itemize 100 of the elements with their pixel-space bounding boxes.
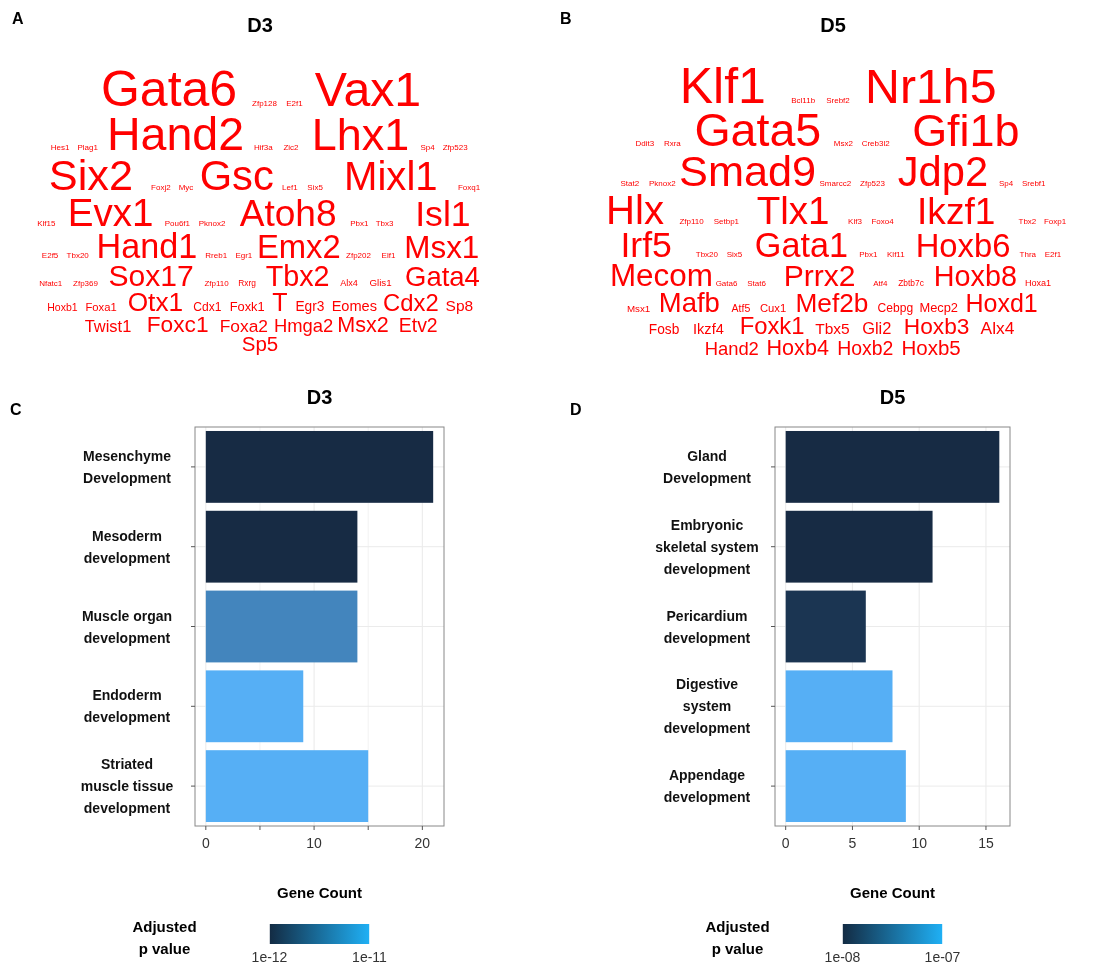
text: Zfp110	[204, 279, 230, 289]
text: Egr1	[235, 250, 253, 260]
color-bar-label: 1e-07	[924, 949, 961, 965]
color-bar-label: 1e-12	[251, 949, 288, 965]
chart-title: D3	[306, 386, 333, 408]
text: Klf3	[848, 216, 863, 226]
text: Tbx20	[695, 249, 719, 259]
text: Stat6	[747, 279, 767, 289]
text: Hand2	[704, 337, 759, 359]
bar	[205, 670, 304, 743]
text: Elf1	[381, 250, 396, 260]
text: Eomes	[331, 297, 378, 314]
text: E2f1	[1044, 249, 1062, 259]
text: Atf5	[731, 302, 751, 315]
text: Zfp523	[860, 179, 886, 189]
text: Lef1	[282, 182, 299, 192]
bar	[785, 510, 933, 583]
text: Hoxb1	[47, 300, 78, 313]
text: Rxrg	[238, 278, 257, 289]
text: Zfp369	[73, 279, 99, 289]
text: Thra	[1019, 249, 1037, 259]
x-axis-title: Gene Count	[277, 884, 362, 901]
text: Zfp202	[346, 250, 372, 260]
bar	[205, 590, 358, 663]
text: Creb3l2	[861, 139, 891, 149]
bar	[205, 430, 434, 503]
text: Foxq1	[457, 182, 481, 192]
text: Bcl11b	[791, 95, 816, 105]
text: Zic2	[283, 142, 300, 152]
text: Setbp1	[713, 216, 740, 226]
text: Msx2	[833, 139, 854, 149]
bar	[205, 750, 369, 823]
text: Plag1	[77, 142, 99, 152]
text: Sp4	[999, 179, 1014, 189]
text: Fosb	[648, 322, 680, 338]
text: Hoxa1	[1024, 278, 1052, 289]
text: Klf15	[37, 218, 56, 228]
text: Tbx2	[1018, 216, 1037, 226]
x-tick-label: 20	[414, 835, 431, 851]
text: Tbx20	[66, 250, 90, 260]
text: Egr3	[295, 298, 325, 314]
text: Myc	[178, 182, 194, 192]
text: Mecp2	[919, 300, 959, 316]
y-tick-label: Mesenchyme Development	[83, 447, 172, 486]
text: Klf1	[679, 57, 766, 114]
text: Zbtb7c	[898, 278, 924, 289]
text: Pbx1	[350, 218, 370, 228]
text: Srebf1	[1021, 179, 1047, 189]
bar	[205, 510, 358, 583]
y-tick-label: Endoderm development	[83, 687, 171, 726]
text: Etv2	[398, 314, 438, 337]
text: Mafb	[658, 287, 720, 319]
text: Six5	[726, 249, 743, 259]
text: Zfp110	[679, 216, 705, 226]
text: Pou6f1	[164, 218, 191, 228]
text: Foxp1	[1043, 216, 1067, 226]
text: D5	[820, 14, 846, 36]
x-tick-label: 0	[201, 835, 210, 851]
text: Stat2	[620, 179, 640, 189]
text: Six5	[307, 182, 324, 192]
y-tick-label: Gland Development	[663, 447, 752, 486]
chart-title: D5	[879, 386, 906, 408]
text: Tbx3	[375, 218, 395, 228]
text: Rxra	[663, 139, 682, 149]
text: Srebf2	[826, 95, 851, 105]
bar	[785, 430, 1000, 503]
text: Twist1	[84, 317, 132, 336]
text: Alx4	[980, 318, 1015, 339]
text: C	[10, 401, 22, 418]
text: D	[570, 401, 582, 418]
text: Rreb1	[205, 250, 228, 260]
text: Foxo4	[871, 216, 895, 226]
text: Gli2	[862, 319, 892, 338]
text: Pknox2	[198, 218, 227, 228]
x-tick-label: 10	[306, 835, 323, 851]
text: Pknox2	[648, 179, 677, 189]
text: Ikzf4	[693, 321, 724, 338]
text: Hoxb2	[837, 336, 894, 359]
color-bar-label: 1e-08	[824, 949, 861, 965]
text: Msx1	[626, 303, 651, 315]
y-tick-label: Digestive system development	[663, 676, 751, 737]
text: Foxj2	[151, 182, 172, 192]
text: Nfatc1	[39, 279, 63, 289]
x-tick-label: 0	[781, 835, 790, 851]
text: Gata6	[715, 279, 738, 289]
text: A	[12, 10, 24, 27]
text: Atf4	[873, 279, 889, 289]
x-tick-label: 10	[911, 835, 928, 851]
y-tick-label: Pericardium development	[663, 607, 751, 646]
y-tick-label: Mesoderm development	[83, 527, 171, 566]
bar	[785, 670, 893, 743]
text: Foxa1	[85, 300, 117, 313]
x-tick-label: 15	[978, 835, 994, 851]
text: Foxk1	[229, 298, 265, 314]
x-tick-label: 5	[848, 835, 857, 851]
text: Sp8	[445, 296, 474, 314]
text: Klf11	[887, 249, 906, 259]
bar	[785, 750, 906, 823]
text: Pbx1	[859, 249, 878, 259]
y-tick-label: Muscle organ development	[81, 607, 173, 646]
